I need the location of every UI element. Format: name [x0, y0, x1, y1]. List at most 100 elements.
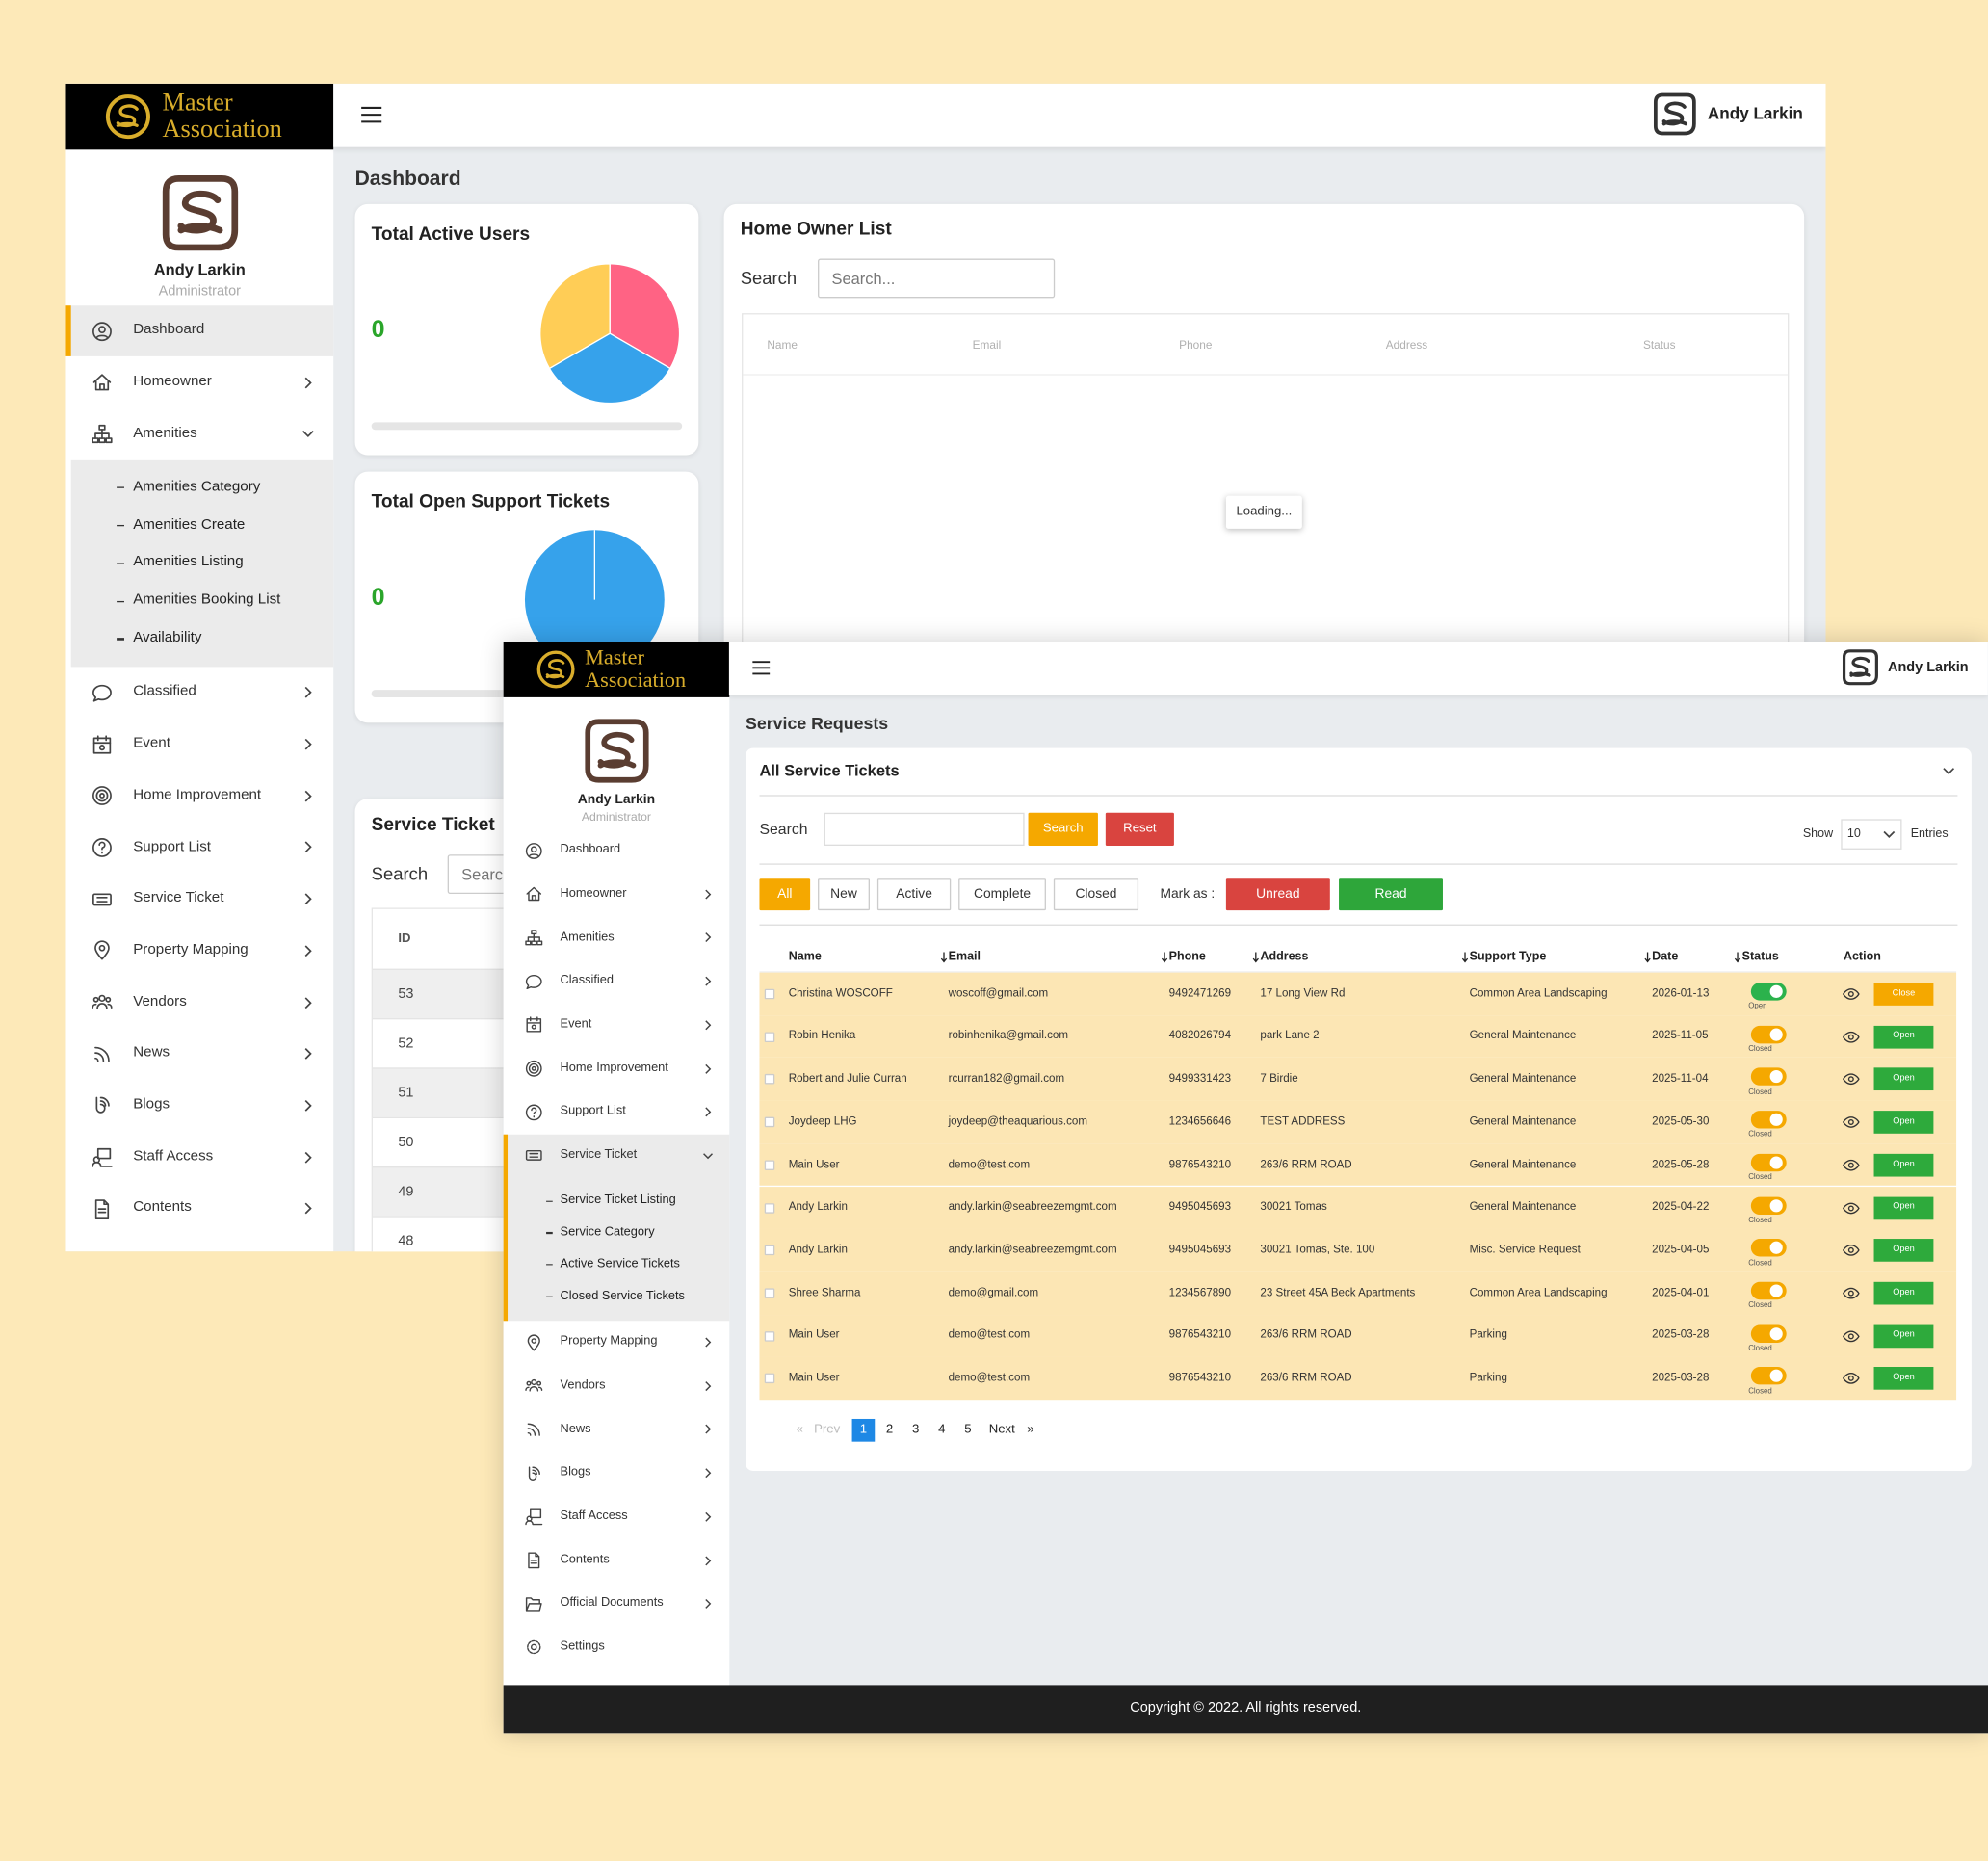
- chevron: [705, 1020, 712, 1030]
- row-checkbox[interactable]: [764, 1160, 775, 1170]
- submenu-item[interactable]: Amenities Booking List: [133, 592, 281, 608]
- status-toggle[interactable]: [1750, 1324, 1787, 1343]
- status-toggle[interactable]: [1750, 983, 1787, 1001]
- menu-item[interactable]: Event: [560, 1017, 592, 1031]
- filter-button[interactable]: Closed: [1053, 878, 1139, 911]
- row-checkbox[interactable]: [764, 1032, 775, 1042]
- menu-item[interactable]: News: [133, 1045, 170, 1061]
- menu-item[interactable]: Amenities: [133, 425, 197, 441]
- menu-item[interactable]: Staff Access: [560, 1508, 628, 1523]
- page-size-select[interactable]: 10: [1841, 819, 1902, 850]
- menu-item[interactable]: Vendors: [560, 1378, 606, 1392]
- menu-item[interactable]: Support List: [133, 838, 212, 854]
- filter-button[interactable]: Active: [876, 878, 952, 911]
- column-header[interactable]: Email: [948, 950, 981, 964]
- filter-button[interactable]: New: [818, 878, 871, 911]
- menu-item[interactable]: Homeowner: [133, 374, 212, 389]
- action-button[interactable]: Open: [1873, 1195, 1934, 1219]
- submenu-item[interactable]: Amenities Listing: [133, 554, 244, 570]
- menu-item[interactable]: Home Improvement: [133, 787, 262, 802]
- action-button[interactable]: Open: [1873, 1067, 1934, 1091]
- submenu-item[interactable]: Closed Service Tickets: [560, 1289, 685, 1303]
- action-button[interactable]: Open: [1873, 1111, 1934, 1134]
- page-link[interactable]: 4: [938, 1422, 946, 1437]
- menu-item[interactable]: News: [560, 1422, 591, 1435]
- action-button[interactable]: Open: [1873, 1025, 1934, 1049]
- page-link[interactable]: 5: [964, 1422, 972, 1437]
- menu-item[interactable]: Contents: [560, 1553, 610, 1566]
- pagination-next-icon[interactable]: »: [1027, 1422, 1034, 1437]
- status-toggle[interactable]: [1750, 1195, 1787, 1215]
- menu-item[interactable]: Support List: [560, 1104, 626, 1118]
- action-button[interactable]: Open: [1873, 1153, 1934, 1177]
- menu-item[interactable]: Property Mapping: [133, 941, 248, 957]
- action-button[interactable]: Open: [1873, 1239, 1934, 1262]
- action-button[interactable]: Close: [1873, 983, 1934, 1006]
- column-header[interactable]: Date: [1652, 950, 1679, 964]
- menu-item[interactable]: Service Ticket: [560, 1148, 638, 1162]
- menu-item[interactable]: Official Documents: [560, 1596, 664, 1610]
- topbar-user[interactable]: Andy Larkin: [1888, 659, 1969, 675]
- status-toggle[interactable]: [1750, 1239, 1787, 1257]
- page-link[interactable]: 2: [885, 1422, 894, 1437]
- icon: [95, 1097, 110, 1114]
- row-checkbox[interactable]: [764, 1330, 775, 1342]
- pagination-next[interactable]: Next: [988, 1422, 1015, 1437]
- menu-item[interactable]: Service Ticket: [133, 890, 224, 906]
- menu-item[interactable]: Amenities: [560, 930, 615, 944]
- status-toggle[interactable]: [1750, 1067, 1787, 1087]
- row-checkbox[interactable]: [764, 1245, 775, 1256]
- menu-item[interactable]: Property Mapping: [560, 1334, 658, 1349]
- page-link[interactable]: 3: [911, 1422, 920, 1437]
- row-checkbox[interactable]: [764, 1373, 775, 1384]
- menu-item[interactable]: Home Improvement: [560, 1061, 668, 1074]
- menu-item[interactable]: Dashboard: [560, 843, 621, 856]
- search-button[interactable]: Search: [1028, 812, 1098, 846]
- column-header[interactable]: Status: [1741, 950, 1779, 964]
- menu-item[interactable]: Contents: [133, 1199, 192, 1216]
- menu-item[interactable]: Event: [133, 735, 170, 751]
- menu-item[interactable]: Settings: [560, 1639, 605, 1654]
- status-toggle[interactable]: [1750, 1025, 1787, 1043]
- filter-button[interactable]: Complete: [958, 878, 1046, 911]
- action-button[interactable]: Open: [1873, 1281, 1934, 1305]
- status-toggle[interactable]: [1750, 1153, 1787, 1172]
- menu-item[interactable]: Blogs: [560, 1465, 591, 1479]
- mark-button[interactable]: Read: [1339, 878, 1443, 911]
- row-checkbox[interactable]: [764, 1288, 775, 1298]
- row-checkbox[interactable]: [764, 988, 775, 1000]
- menu-item[interactable]: Homeowner: [560, 886, 627, 900]
- row-checkbox[interactable]: [764, 1116, 775, 1128]
- submenu-item[interactable]: Service Category: [560, 1225, 655, 1239]
- page-link[interactable]: 1: [859, 1422, 868, 1437]
- menu-item[interactable]: Blogs: [133, 1096, 170, 1113]
- column-header[interactable]: Address: [1260, 950, 1309, 964]
- menu-item[interactable]: Classified: [560, 974, 614, 987]
- search-input[interactable]: [824, 812, 1025, 846]
- filter-button[interactable]: All: [759, 878, 811, 911]
- pagination-prev-icon[interactable]: «: [796, 1422, 803, 1437]
- action-button[interactable]: Open: [1873, 1367, 1934, 1391]
- submenu-item[interactable]: Availability: [133, 630, 202, 646]
- status-toggle[interactable]: [1750, 1111, 1787, 1129]
- submenu-item[interactable]: Amenities Category: [133, 479, 261, 495]
- status-toggle[interactable]: [1750, 1367, 1787, 1385]
- column-header[interactable]: Phone: [1168, 950, 1206, 964]
- menu-item[interactable]: Dashboard: [133, 322, 205, 338]
- column-header[interactable]: Support Type: [1469, 950, 1547, 964]
- menu-item[interactable]: Staff Access: [133, 1148, 214, 1164]
- submenu-item[interactable]: Amenities Create: [133, 516, 246, 533]
- submenu-item[interactable]: Service Ticket Listing: [560, 1193, 676, 1207]
- row-checkbox[interactable]: [764, 1074, 775, 1085]
- mark-button[interactable]: Unread: [1225, 878, 1330, 911]
- reset-button[interactable]: Reset: [1105, 812, 1174, 846]
- action-button[interactable]: Open: [1873, 1324, 1934, 1348]
- menu-item[interactable]: Classified: [133, 684, 196, 699]
- row-checkbox[interactable]: [764, 1202, 775, 1214]
- status-toggle[interactable]: [1750, 1281, 1787, 1300]
- topbar-user[interactable]: Andy Larkin: [1707, 104, 1803, 123]
- pagination-prev[interactable]: Prev: [814, 1422, 841, 1437]
- submenu-item[interactable]: Active Service Tickets: [560, 1257, 680, 1271]
- menu-item[interactable]: Vendors: [133, 993, 187, 1009]
- search-input[interactable]: Search...: [818, 258, 1056, 299]
